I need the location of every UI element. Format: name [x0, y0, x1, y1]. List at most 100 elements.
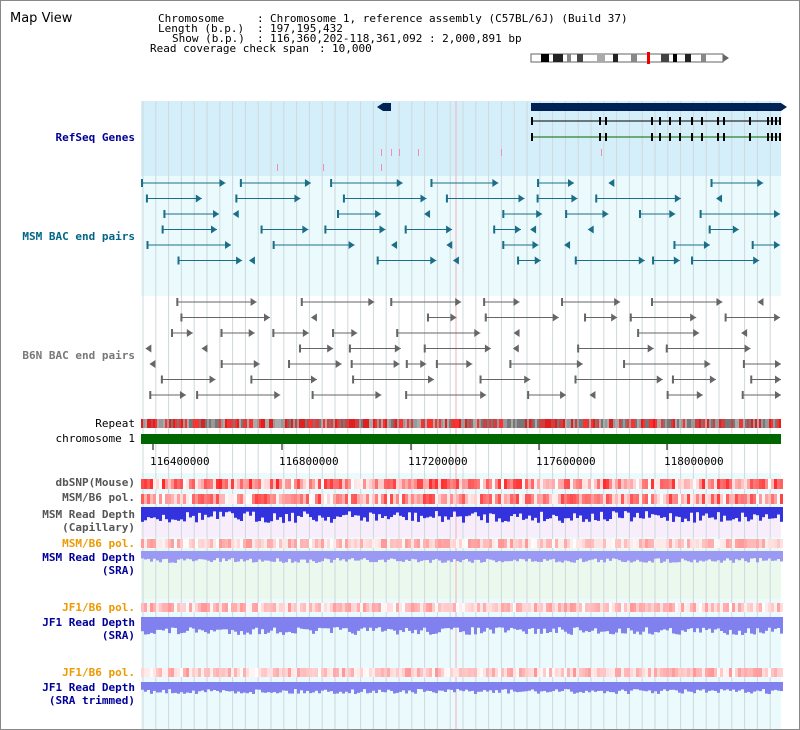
repeat-element — [209, 419, 211, 428]
chromosome-track[interactable] — [141, 434, 781, 450]
dbsnp-cell — [213, 479, 216, 489]
jf1-depth-trimmed-label[interactable]: JF1 Read Depth — [42, 681, 135, 694]
capillary-depth-bar — [627, 507, 630, 513]
variation-and-depth-tracks[interactable] — [141, 479, 783, 694]
repeat-element — [731, 419, 733, 428]
pol-cell — [591, 603, 594, 612]
pol-cell — [504, 539, 507, 548]
pol-cell — [615, 494, 618, 504]
msm-bac-track[interactable] — [141, 179, 781, 265]
msm-bac-pair-end — [673, 256, 680, 265]
trimmed-depth-bar — [405, 682, 408, 694]
pol-cell — [279, 668, 282, 677]
refseq-track-label[interactable]: RefSeq Genes — [55, 131, 135, 144]
jf1-depth-sra-label[interactable]: JF1 Read Depth — [42, 616, 135, 629]
repeat-element — [617, 419, 619, 428]
capillary-depth-bar — [774, 507, 777, 519]
repeat-element — [605, 419, 607, 428]
trimmed-depth-bar — [516, 682, 519, 693]
refseq-gene-track[interactable] — [277, 103, 787, 171]
pol-cell — [753, 603, 756, 612]
sra-depth-bar — [438, 551, 441, 561]
dbsnp-track-label[interactable]: dbSNP(Mouse) — [55, 476, 135, 489]
msm-depth-capillary-label[interactable]: MSM Read Depth — [42, 508, 135, 521]
pol-cell — [243, 494, 246, 504]
capillary-depth-bar — [258, 507, 261, 522]
repeat-track[interactable] — [141, 419, 781, 428]
pol-cell — [507, 603, 510, 612]
b6n-bac-track[interactable] — [145, 298, 781, 399]
pol-cell — [570, 668, 573, 677]
pol-cell — [141, 668, 144, 677]
dbsnp-cell — [372, 479, 375, 489]
chromosome-ideogram[interactable] — [530, 52, 729, 64]
sra-depth-bar — [513, 617, 516, 629]
capillary-depth-bar — [765, 507, 768, 515]
dbsnp-cell — [441, 479, 444, 489]
b6n-bac-pair-end — [145, 344, 152, 353]
repeat-element — [413, 419, 415, 428]
repeat-element — [299, 419, 301, 428]
msm-bac-track-label[interactable]: MSM BAC end pairs — [22, 230, 135, 243]
capillary-depth-bar — [561, 507, 564, 523]
pol-cell — [342, 668, 345, 677]
pol-cell — [375, 603, 378, 612]
trimmed-depth-bar — [594, 682, 597, 692]
repeat-element — [237, 419, 239, 428]
pol-cell — [546, 668, 549, 677]
sra-depth-bar — [762, 617, 765, 634]
capillary-depth-bar — [222, 507, 225, 517]
pol-cell — [426, 603, 429, 612]
sra-depth-bar — [660, 551, 663, 563]
sra-depth-bar — [501, 551, 504, 563]
sra-depth-bar — [267, 551, 270, 561]
repeat-element — [215, 419, 217, 428]
repeat-track-label[interactable]: Repeat — [95, 417, 135, 430]
msm-b6-pol-label-2[interactable]: MSM/B6 pol. — [62, 537, 135, 550]
chromosome-track-label[interactable]: chromosome 1 — [55, 432, 135, 445]
pol-cell — [630, 603, 633, 612]
capillary-depth-bar — [693, 507, 696, 523]
b6n-bac-pair-end — [671, 375, 674, 384]
pol-cell — [144, 494, 147, 504]
pol-cell — [189, 603, 192, 612]
jf1-b6-pol-label[interactable]: JF1/B6 pol. — [62, 601, 135, 614]
pol-cell — [294, 539, 297, 548]
sra-depth-bar — [249, 617, 252, 635]
trimmed-depth-bar — [219, 682, 222, 693]
repeat-element — [293, 419, 295, 428]
pol-cell — [513, 668, 516, 677]
jf1-b6-pol-label-2[interactable]: JF1/B6 pol. — [62, 666, 135, 679]
sra-depth-bar — [180, 617, 183, 634]
pol-cell — [372, 603, 375, 612]
pol-cell — [159, 603, 162, 612]
msm-depth-sra-label[interactable]: MSM Read Depth — [42, 551, 135, 564]
pol-cell — [519, 494, 522, 504]
sra-depth-bar — [237, 551, 240, 562]
msm-bac-pair-end — [638, 256, 645, 265]
b6n-bac-track-label[interactable]: B6N BAC end pairs — [22, 349, 135, 362]
trimmed-depth-bar — [630, 682, 633, 691]
trimmed-depth-bar — [579, 682, 582, 692]
msm-b6-pol-label[interactable]: MSM/B6 pol. — [62, 491, 135, 504]
trimmed-depth-bar — [477, 682, 480, 692]
gene-exon — [669, 117, 671, 125]
pol-cell — [492, 539, 495, 548]
trimmed-depth-bar — [624, 682, 627, 692]
capillary-depth-bar — [456, 507, 459, 517]
pol-cell — [468, 603, 471, 612]
repeat-element — [665, 419, 667, 428]
sra-depth-bar — [651, 617, 654, 635]
pol-cell — [735, 494, 738, 504]
repeat-element — [375, 419, 377, 428]
pol-cell — [585, 668, 588, 677]
pol-cell — [573, 539, 576, 548]
pol-cell — [666, 539, 669, 548]
sra-depth-bar — [609, 551, 612, 561]
sra-depth-bar — [729, 551, 732, 561]
pol-cell — [354, 668, 357, 677]
sra-depth-bar — [441, 551, 444, 563]
pol-cell — [186, 668, 189, 677]
pol-cell — [267, 668, 270, 677]
